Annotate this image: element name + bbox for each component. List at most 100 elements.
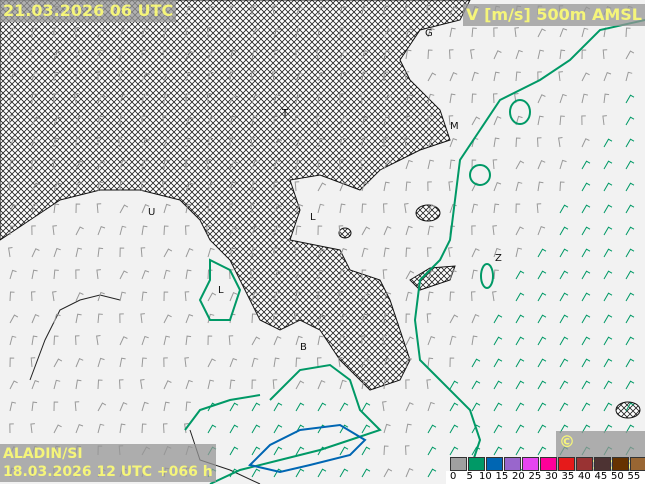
wind-barb: [141, 27, 149, 38]
wind-barb: [405, 402, 414, 412]
wind-barb: [141, 335, 149, 346]
wind-barb: [229, 160, 238, 170]
wind-barb: [185, 182, 194, 192]
wind-barb: [339, 402, 349, 412]
wind-barb: [273, 204, 282, 214]
wind-barb: [229, 379, 236, 390]
model-info: ALADIN/SI 18.03.2026 12 UTC +066 h: [0, 444, 216, 482]
wind-barb: [185, 137, 193, 148]
wind-barb: [185, 5, 193, 16]
wind-barb: [273, 446, 283, 456]
wind-barb: [229, 203, 234, 214]
wind-barb: [603, 226, 613, 236]
wind-barb: [471, 159, 477, 170]
wind-barb: [558, 71, 563, 82]
wind-barb: [471, 335, 478, 346]
wind-barb: [492, 291, 497, 302]
wind-barb: [163, 159, 169, 170]
wind-barb: [383, 357, 391, 368]
wind-barb: [361, 379, 368, 390]
wind-barb: [163, 71, 172, 82]
wind-barb: [119, 247, 125, 258]
wind-barb: [141, 269, 150, 280]
wind-barb: [383, 137, 388, 148]
wind-barb: [515, 292, 525, 302]
wind-barb: [295, 93, 302, 104]
wind-barb: [251, 94, 260, 104]
wind-barb: [251, 247, 257, 258]
legend-tick: 50: [611, 471, 624, 482]
wind-barb: [8, 49, 14, 60]
wind-barb: [405, 270, 415, 280]
wind-barb: [383, 181, 390, 192]
wind-barb: [537, 94, 546, 104]
wind-barb: [273, 402, 283, 412]
wind-barb: [471, 248, 480, 258]
wind-barb: [119, 225, 127, 236]
wind-barb: [449, 27, 456, 38]
wind-barb: [493, 314, 503, 324]
wind-barb: [427, 93, 435, 104]
wind-barb: [207, 115, 216, 126]
wind-barb: [383, 28, 393, 38]
wind-barb: [559, 402, 569, 412]
wind-barb: [426, 313, 432, 324]
wind-barb: [9, 335, 17, 346]
wind-barb: [74, 335, 80, 346]
wind-barb: [603, 336, 613, 346]
wind-barb: [141, 115, 146, 126]
wind-barb: [163, 225, 169, 236]
wind-barb: [427, 291, 434, 302]
wind-barb: [405, 423, 412, 434]
wind-barb: [625, 292, 635, 302]
wind-barb: [9, 203, 17, 214]
wind-barb: [185, 27, 191, 38]
wind-barb: [317, 291, 322, 302]
wind-barb: [339, 137, 346, 148]
wind-barb: [383, 160, 392, 170]
wind-barb: [537, 314, 547, 324]
wind-barb: [448, 115, 454, 126]
wind-barb: [229, 5, 235, 16]
wind-barb: [185, 203, 192, 214]
wind-barb: [537, 28, 546, 38]
wind-barb: [163, 269, 171, 280]
wind-barb: [427, 138, 436, 148]
wind-barb: [207, 181, 215, 192]
wind-barb: [185, 50, 195, 60]
wind-barb: [97, 28, 106, 38]
wind-barb: [559, 380, 569, 390]
wind-barb: [581, 93, 589, 104]
wind-barb: [229, 402, 239, 412]
wind-barb: [207, 247, 215, 258]
wind-barb: [625, 270, 635, 280]
wind-barb: [184, 225, 190, 236]
wind-barb: [251, 424, 261, 434]
wind-barb: [360, 27, 366, 38]
wind-barb: [537, 292, 547, 302]
wind-barb: [295, 159, 302, 170]
wind-barb: [207, 5, 214, 16]
wind-barb: [273, 291, 280, 302]
wind-barb: [295, 49, 300, 60]
wind-barb: [141, 357, 147, 368]
wind-barb: [493, 137, 500, 148]
wind-barb: [581, 182, 591, 192]
wind-barb: [581, 424, 591, 434]
wind-barb: [316, 357, 322, 368]
wind-barb: [75, 181, 83, 192]
wind-barb: [339, 27, 345, 38]
wind-barb: [581, 226, 591, 236]
wind-barb: [360, 159, 365, 170]
wind-barb: [273, 468, 283, 478]
wind-barb: [229, 226, 238, 236]
wind-barb: [493, 203, 500, 214]
wind-barb: [31, 116, 41, 126]
wind-barb: [9, 225, 15, 236]
wind-barb: [206, 225, 211, 236]
wind-barb: [603, 380, 613, 390]
wind-barb: [471, 424, 481, 434]
wind-barb: [537, 115, 544, 126]
wind-barb: [273, 247, 278, 258]
